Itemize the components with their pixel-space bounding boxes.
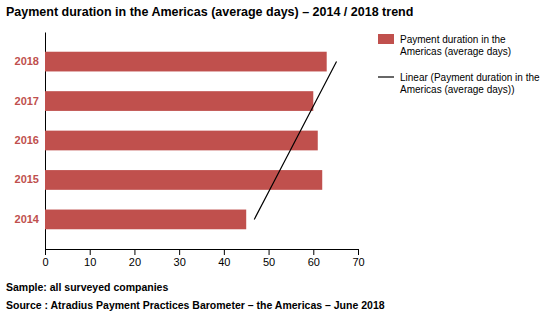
x-tick-label: 10 — [84, 256, 96, 268]
y-tick: 2014 — [15, 213, 45, 225]
x-tick: 30 — [174, 249, 186, 268]
legend-label: Linear (Payment duration in theAmericas … — [400, 72, 540, 95]
legend: Payment duration in theAmericas (average… — [378, 34, 540, 95]
legend-swatch — [378, 76, 394, 77]
legend-item: Linear (Payment duration in theAmericas … — [378, 72, 540, 95]
title: Payment duration in the Americas (averag… — [6, 5, 413, 19]
y-tick-label: 2014 — [15, 213, 40, 225]
x-axis: 0 10 20 30 40 50 60 70 — [42, 249, 364, 268]
bar — [45, 210, 246, 230]
legend-item: Payment duration in theAmericas (average… — [378, 34, 511, 57]
footer: Source : Atradius Payment Practices Baro… — [6, 299, 385, 311]
y-tick: 2015 — [15, 173, 45, 185]
x-tick-mark — [224, 249, 225, 255]
x-tick-mark — [134, 249, 135, 255]
y-tick: 2018 — [15, 55, 45, 67]
y-tick-label: 2016 — [15, 134, 39, 146]
trend-line — [254, 62, 336, 220]
bar — [45, 131, 318, 151]
y-tick-label: 2017 — [15, 95, 39, 107]
x-tick-mark — [90, 249, 91, 255]
bar — [45, 91, 313, 111]
x-tick-mark — [179, 249, 180, 255]
bar — [45, 170, 322, 190]
x-tick-mark — [269, 249, 270, 255]
x-tick-label: 20 — [129, 256, 141, 268]
legend-swatch — [378, 34, 394, 44]
x-tick: 20 — [129, 249, 141, 268]
y-tick: 2017 — [15, 95, 45, 107]
legend-label: Payment duration in theAmericas (average… — [400, 34, 511, 57]
y-tick-label: 2015 — [15, 173, 39, 185]
x-tick-label: 0 — [42, 256, 48, 268]
x-tick-mark — [358, 249, 359, 255]
legend-label-line: Payment duration in the — [400, 34, 506, 45]
x-tick: 40 — [218, 249, 230, 268]
x-tick-label: 50 — [263, 256, 275, 268]
x-tick-label: 70 — [352, 256, 364, 268]
marks — [45, 52, 337, 230]
x-tick: 70 — [352, 249, 364, 268]
x-tick: 50 — [263, 249, 275, 268]
legend-label-line: Americas (average days) — [400, 46, 511, 57]
footer: Sample: all surveyed companies — [6, 281, 168, 293]
x-tick-label: 60 — [308, 256, 320, 268]
x-tick-label: 40 — [218, 256, 230, 268]
x-tick: 10 — [84, 249, 96, 268]
x-tick-label: 30 — [174, 256, 186, 268]
legend-label-line: Linear (Payment duration in the — [400, 72, 540, 83]
y-axis: 2014 2015 2016 2017 2018 — [15, 33, 46, 250]
x-tick-mark — [313, 249, 314, 255]
chart: Payment duration in the Americas (averag… — [0, 0, 558, 317]
plot: 0 10 20 30 40 50 60 70 2014 2015 2016 2017 2018 — [15, 33, 365, 268]
x-axis-line — [46, 250, 359, 256]
y-tick-label: 2018 — [15, 55, 39, 67]
x-tick: 60 — [308, 249, 320, 268]
legend-label-line: Americas (average days)) — [400, 84, 514, 95]
bar — [45, 52, 327, 72]
y-tick: 2016 — [15, 134, 45, 146]
x-tick-mark — [45, 249, 46, 255]
x-tick: 0 — [42, 249, 48, 268]
